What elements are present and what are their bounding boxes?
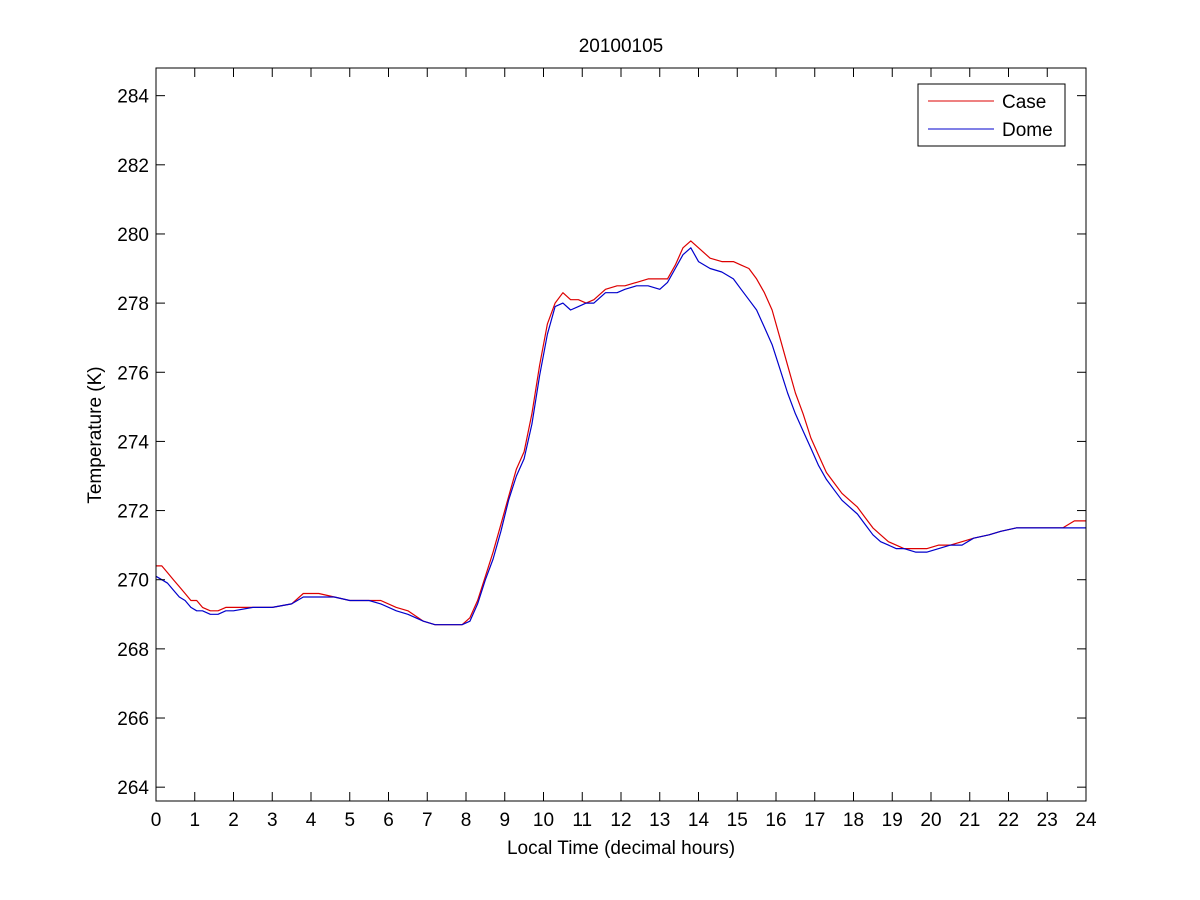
y-axis-label: Temperature (K) [85,366,106,503]
x-tick-label: 21 [959,810,980,831]
x-tick-label: 9 [499,810,510,831]
x-tick-label: 20 [920,810,941,831]
y-tick-label: 278 [117,294,149,315]
x-tick-label: 10 [533,810,554,831]
x-axis: 0 1 2 3 4 5 6 7 8 9 10 11 12 13 14 15 16 17 18 19 20 21 22 23 24 [151,68,1097,831]
legend: Case Dome [917,83,1066,147]
x-tick-label: 17 [804,810,825,831]
series-line-case [156,240,1086,626]
x-tick-label: 15 [727,810,748,831]
x-tick-label: 24 [1075,810,1097,831]
y-axis: 264 266 268 270 272 274 276 278 280 282 284 [117,87,1086,799]
x-tick-label: 16 [765,810,786,831]
y-tick-label: 274 [117,432,149,453]
x-tick-label: 14 [688,810,710,831]
x-tick-label: 0 [151,810,162,831]
y-tick-label: 272 [117,502,149,523]
series-layer [155,240,1086,626]
y-tick-label: 266 [117,709,149,730]
x-tick-label: 19 [882,810,903,831]
y-tick-label: 276 [117,363,149,384]
legend-label-case: Case [1002,92,1046,113]
x-tick-label: 8 [461,810,472,831]
y-tick-label: 268 [117,640,149,661]
x-tick-label: 6 [383,810,394,831]
series-line-dome [155,247,1086,626]
x-tick-label: 23 [1037,810,1058,831]
x-tick-label: 12 [610,810,631,831]
y-tick-label: 284 [117,87,149,108]
chart-title: 20100105 [579,36,664,57]
y-tick-label: 282 [117,156,149,177]
x-tick-label: 18 [843,810,864,831]
x-axis-label: Local Time (decimal hours) [507,838,735,859]
legend-label-dome: Dome [1002,120,1053,141]
x-tick-label: 22 [998,810,1019,831]
x-tick-label: 2 [228,810,239,831]
y-tick-label: 280 [117,225,149,246]
x-tick-label: 3 [267,810,278,831]
y-tick-label: 270 [117,571,149,592]
x-tick-label: 11 [572,810,592,831]
legend-box [917,83,1066,147]
x-tick-label: 5 [344,810,355,831]
x-tick-label: 7 [422,810,433,831]
x-tick-label: 13 [649,810,670,831]
y-tick-label: 264 [117,778,149,799]
x-tick-label: 4 [306,810,317,831]
x-tick-label: 1 [189,810,200,831]
